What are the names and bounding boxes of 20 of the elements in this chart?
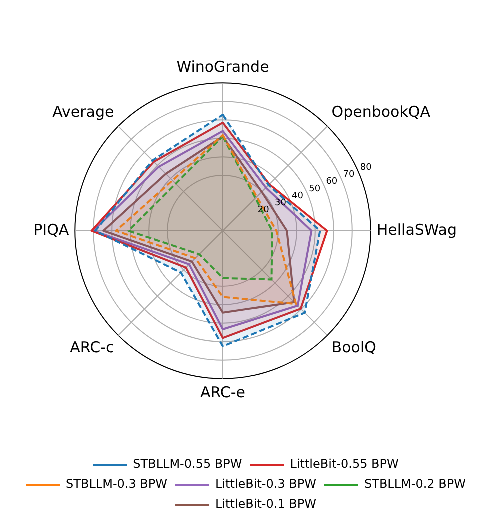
y-tick-label: 80: [360, 163, 372, 174]
spoke-label: HellaSWag: [376, 220, 458, 239]
legend-label: LittleBit-0.3 BPW: [216, 477, 317, 492]
legend-label: LittleBit-0.1 BPW: [216, 497, 317, 512]
spoke-label: WinoGrande: [176, 58, 270, 76]
legend-label: STBLLM-0.3 BPW: [66, 477, 168, 492]
y-tick-label: 30: [274, 198, 287, 208]
legend-label: STBLLM-0.2 BPW: [364, 477, 466, 492]
spoke-label: Average: [52, 103, 114, 122]
spoke-label: ARC-e: [200, 384, 246, 402]
y-tick-label: 40: [292, 191, 304, 202]
y-tick-label: 50: [309, 184, 321, 194]
y-tick-label: 60: [326, 177, 338, 188]
spoke-label: PIQA: [34, 220, 70, 239]
legend-label: STBLLM-0.55 BPW: [133, 457, 242, 472]
legend-label: LittleBit-0.55 BPW: [290, 457, 399, 472]
spoke-label: ARC-c: [70, 338, 114, 357]
spoke-label: OpenbookQA: [332, 103, 432, 122]
y-tick-label: 70: [343, 170, 355, 180]
spoke-label: BoolQ: [332, 338, 376, 357]
